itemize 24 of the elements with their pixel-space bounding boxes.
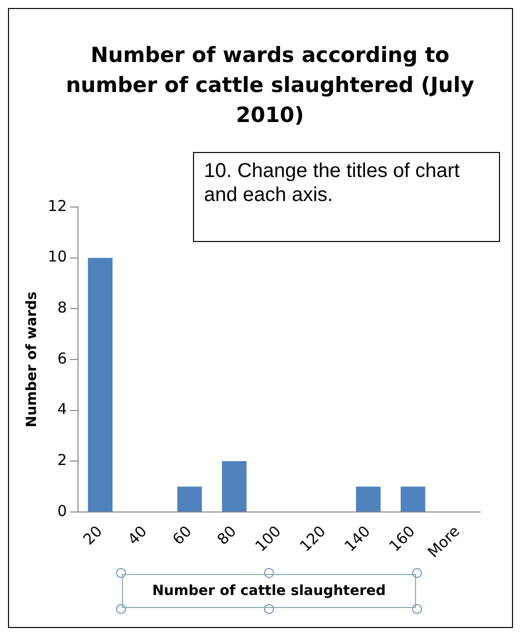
y-tick-label: 0 [57, 502, 67, 520]
y-tick-label: 12 [48, 196, 67, 215]
y-tick-label: 8 [57, 298, 67, 317]
x-tick-label: 20 [80, 522, 106, 548]
bar [356, 486, 381, 512]
chart-title: Number of wards according to number of cattle slaughtered (July 2010) [64, 42, 476, 129]
text: 10. Change the titles of chart and each axis. [193, 152, 500, 242]
bar [222, 461, 247, 512]
y-tick-label: 10 [48, 248, 67, 266]
x-tick-label: 160 [386, 522, 419, 556]
y-tick-label: 4 [57, 400, 67, 418]
x-tick-label: 40 [124, 522, 150, 548]
x-tick-label: 60 [168, 522, 196, 548]
y-tick-label: 2 [57, 451, 67, 470]
x-tick-label: 140 [340, 522, 374, 556]
x-axis-title: Number of cattle slaughtered [122, 574, 416, 608]
bar [88, 258, 113, 512]
x-tick-label: 80 [214, 522, 240, 548]
bar [400, 486, 426, 512]
y-axis-title: Number of wards [24, 292, 40, 428]
x-tick-label: 100 [252, 522, 285, 556]
y-tick-label: 6 [57, 349, 67, 368]
bar [177, 486, 202, 512]
x-tick-label: 120 [296, 522, 330, 556]
